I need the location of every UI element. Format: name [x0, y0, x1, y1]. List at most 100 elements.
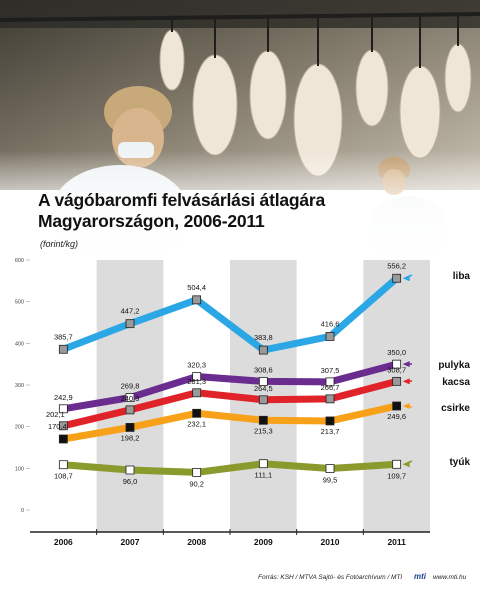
y-axis-ticks: 0 100 200 300 400 500 600	[15, 258, 30, 514]
series-label-tyuk: tyúk	[449, 457, 470, 468]
series-label-liba: liba	[453, 271, 471, 282]
photo-fade-overlay	[0, 150, 480, 260]
y-tick-label-200: 200	[15, 425, 24, 431]
data-label-liba-2011: 556,2	[387, 261, 406, 270]
data-label-tyuk-2011: 109,7	[387, 471, 406, 480]
data-label-csirke-2006: 170,4	[48, 422, 67, 431]
marker-liba-2007	[125, 319, 135, 329]
marker-kacsa-2006	[58, 421, 68, 431]
marker-kacsa-2007	[125, 405, 135, 415]
series-line-tyuk	[59, 460, 401, 476]
y-tick-label-100: 100	[15, 466, 24, 472]
marker-csirke-2010	[325, 416, 335, 426]
marker-pulyka-2010	[325, 377, 335, 387]
marker-pulyka-2006	[58, 404, 68, 414]
arrowhead-kacsa	[402, 378, 410, 385]
marker-pulyka-2009	[258, 377, 268, 386]
marker-pulyka-2007	[125, 393, 135, 402]
data-label-pulyka-2006: 242,9	[54, 393, 73, 402]
series-line-csirke	[59, 402, 401, 443]
data-markers	[58, 273, 402, 477]
x-tick-label-2007: 2007	[121, 537, 140, 547]
source-credit: Forrás: KSH / MTVA Sajtó- és Fotóarchívu…	[258, 574, 403, 581]
marker-liba-2011	[392, 273, 402, 283]
x-axis: 2006 2007 2008 2009 2010 2011	[30, 529, 430, 547]
data-label-pulyka-2010: 307,5	[321, 366, 340, 375]
data-label-pulyka-2007: 269,8	[121, 382, 140, 391]
marker-tyuk-2009	[258, 459, 268, 469]
data-label-pulyka-2009: 308,6	[254, 365, 273, 374]
data-label-csirke-2011: 249,6	[387, 412, 406, 421]
marker-liba-2008	[192, 295, 202, 305]
series-label-pulyka: pulyka	[438, 360, 470, 371]
series-labels: liba pulyka kacsa csirke tyúk	[438, 271, 470, 468]
series-line-kacsa	[59, 377, 401, 430]
data-label-tyuk-2010: 99,5	[323, 476, 338, 485]
y-tick-label-500: 500	[15, 300, 24, 306]
data-label-csirke-2010: 213,7	[321, 427, 340, 436]
marker-pulyka-2008	[192, 372, 202, 381]
data-label-kacsa-2007: 240,3	[121, 394, 140, 403]
marker-kacsa-2011	[392, 376, 402, 386]
data-label-kacsa-2011: 308,7	[387, 365, 406, 374]
data-label-pulyka-2008: 320,3	[187, 361, 206, 370]
arrowhead-pulyka	[402, 361, 410, 368]
marker-csirke-2006	[58, 434, 68, 444]
marker-kacsa-2008	[192, 388, 202, 398]
marker-liba-2010	[325, 332, 335, 341]
band-2011	[363, 260, 430, 532]
chart-title-line2: Magyarországon, 2006-2011	[38, 211, 265, 231]
y-axis-unit-label: (forint/kg)	[40, 239, 79, 249]
x-tick-label-2010: 2010	[321, 537, 340, 547]
marker-tyuk-2010	[325, 464, 335, 473]
series-label-kacsa: kacsa	[442, 377, 470, 388]
chart-title-line1: A vágóbaromfi felvásárlási átlagára	[38, 190, 326, 210]
series-line-liba	[59, 274, 401, 354]
data-label-kacsa-2009: 264,5	[254, 384, 273, 393]
data-label-liba-2008: 504,4	[187, 283, 206, 292]
data-label-csirke-2008: 232,1	[187, 419, 206, 428]
y-tick-label-600: 600	[15, 258, 24, 264]
data-label-tyuk-2008: 90,2	[189, 479, 204, 488]
data-label-kacsa-2010: 266,7	[321, 383, 340, 392]
data-label-liba-2009: 383,8	[254, 333, 273, 342]
x-tick-label-2008: 2008	[187, 537, 206, 547]
marker-kacsa-2010	[325, 394, 335, 404]
data-label-tyuk-2006: 108,7	[54, 472, 73, 481]
marker-tyuk-2011	[392, 459, 402, 469]
data-label-tyuk-2007: 96,0	[123, 477, 138, 486]
data-label-liba-2010: 416,6	[321, 319, 340, 328]
series-label-csirke: csirke	[441, 403, 470, 414]
marker-tyuk-2007	[125, 465, 135, 475]
arrowhead-tyuk	[402, 461, 410, 468]
data-label-csirke-2007: 198,2	[121, 433, 140, 442]
y-tick-label-0: 0	[21, 508, 24, 514]
mti-logo: mti	[414, 572, 426, 581]
year-bands	[96, 260, 430, 532]
marker-liba-2009	[258, 345, 268, 355]
data-label-csirke-2009: 215,3	[254, 426, 273, 435]
x-tick-label-2011: 2011	[387, 537, 406, 547]
series-label-connectors	[402, 274, 413, 468]
marker-tyuk-2006	[58, 460, 68, 470]
y-tick-label-300: 300	[15, 383, 24, 389]
series-line-pulyka	[59, 360, 401, 413]
marker-csirke-2008	[192, 408, 202, 418]
marker-tyuk-2008	[192, 468, 202, 477]
data-label-liba-2007: 447,2	[121, 307, 140, 316]
y-tick-label-400: 400	[15, 341, 24, 347]
marker-csirke-2007	[125, 423, 135, 432]
arrowhead-liba	[402, 275, 410, 282]
series-lines	[59, 274, 401, 476]
data-labels: 385,7 447,2 504,4 383,8 416,6 556,2 242,9 269,8…	[46, 261, 406, 488]
marker-kacsa-2009	[258, 395, 268, 405]
marker-csirke-2009	[258, 415, 268, 425]
x-tick-label-2009: 2009	[254, 537, 273, 547]
arrowhead-csirke	[402, 403, 410, 409]
data-label-pulyka-2011: 350,0	[387, 348, 406, 357]
x-tick-label-2006: 2006	[54, 537, 73, 547]
data-label-kacsa-2006: 202,1	[46, 410, 65, 419]
data-label-tyuk-2009: 111,1	[255, 471, 273, 480]
